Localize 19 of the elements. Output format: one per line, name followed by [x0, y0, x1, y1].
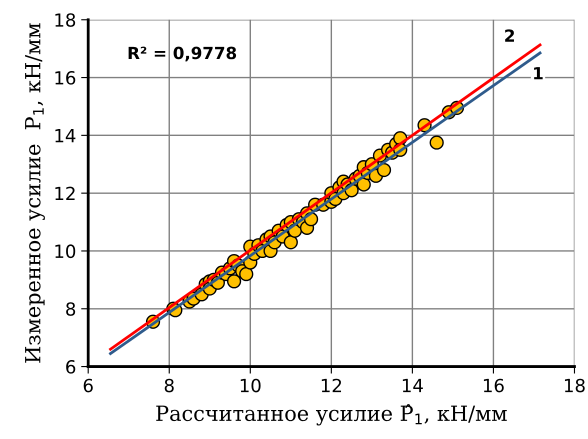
y-tick-label: 16 — [55, 71, 76, 85]
x-tick-label: 12 — [322, 378, 342, 392]
x-tick-label: 14 — [402, 378, 423, 392]
x-axis-title: Рассчитанное усилие P̂$_{1}$, кН/мм — [156, 404, 507, 426]
x-tick-label: 6 — [84, 378, 93, 392]
y-tick-label: 8 — [66, 302, 76, 316]
annotation: 2 — [505, 29, 514, 42]
annotation: R² = 0,9778 — [128, 46, 236, 62]
y-axis-title: Измеренное усилие P$_{1}$, кН/мм — [25, 23, 45, 363]
y-tick-label: 10 — [55, 244, 76, 258]
y-tick-label: 6 — [66, 360, 76, 374]
y-tick-label: 14 — [55, 129, 76, 142]
y-tick-label: 18 — [55, 13, 76, 27]
x-tick-label: 8 — [164, 378, 174, 392]
annotation: 1 — [534, 67, 543, 80]
x-tick-label: 10 — [240, 378, 261, 392]
x-tick-label: 18 — [564, 378, 585, 392]
y-tick-label: 12 — [55, 186, 75, 200]
x-tick-label: 16 — [484, 378, 504, 392]
